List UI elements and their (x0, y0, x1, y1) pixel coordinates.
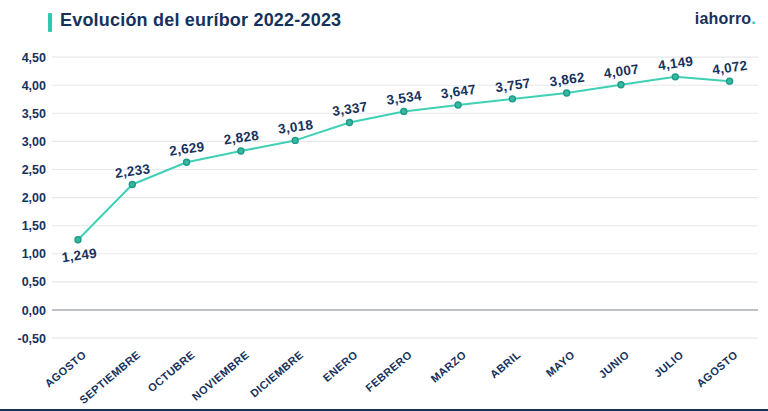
data-point-label: 2,828 (223, 128, 260, 148)
data-point-label: 3,534 (386, 88, 423, 108)
x-tick-label: FEBRERO (363, 348, 414, 394)
x-tick-label: DICIEMBRE (248, 348, 306, 399)
x-tick-label: MARZO (428, 348, 468, 384)
y-tick-label: 0,50 (22, 275, 46, 289)
chart-canvas: 4,50 4,00 3,50 3,00 2,50 2,00 1,50 1,00 0,50 0,00… (0, 0, 768, 411)
euribor-line-chart: 4,50 4,00 3,50 3,00 2,50 2,00 1,50 1,00 0,50 0,00… (0, 0, 768, 411)
page-title: Evolución del euríbor 2022-2023 (60, 10, 341, 31)
data-point-marker (401, 108, 407, 114)
x-tick-label: MAYO (544, 348, 577, 379)
data-point-marker (347, 119, 353, 125)
data-point-marker (292, 137, 298, 143)
y-tick-label: -0,50 (18, 332, 47, 346)
data-point-label: 3,018 (277, 117, 314, 137)
y-tick-label: 2,00 (22, 191, 46, 205)
data-point-marker (618, 82, 624, 88)
y-tick-label: 4,50 (22, 51, 46, 65)
data-point-label: 3,757 (494, 76, 531, 96)
x-tick-label: JULIO (652, 348, 686, 379)
data-point-marker (564, 90, 570, 96)
logo-dot: . (751, 10, 756, 27)
data-point-label: 4,072 (711, 58, 748, 78)
iahorro-logo: iahorro. (695, 10, 756, 28)
title-accent-bar (48, 13, 52, 32)
x-tick-label: AGOSTO (694, 348, 740, 389)
data-point-marker (184, 159, 190, 165)
y-tick-label: 3,50 (22, 107, 46, 121)
logo-text: iahorro (695, 10, 752, 27)
chart-header: Evolución del euríbor 2022-2023 iahorro. (0, 0, 768, 40)
data-point-label: 4,007 (603, 61, 640, 81)
x-tick-label: NOVIEMBRE (190, 348, 252, 402)
data-point-marker (129, 182, 135, 188)
data-point-label: 4,149 (657, 53, 694, 73)
data-point-marker (238, 148, 244, 154)
data-point-label: 3,337 (331, 99, 368, 119)
data-point-marker (455, 102, 461, 108)
data-point-marker (509, 96, 515, 102)
y-tick-label: 3,00 (22, 135, 46, 149)
y-tick-label: 4,00 (22, 79, 46, 93)
data-point-marker (672, 74, 678, 80)
x-tick-label: JUNIO (596, 348, 631, 380)
x-tick-label: AGOSTO (42, 348, 88, 389)
data-point-marker (75, 237, 81, 243)
y-tick-label: 0,00 (22, 304, 46, 318)
y-tick-label: 1,00 (22, 247, 46, 261)
data-point-label: 3,862 (549, 70, 586, 90)
x-tick-label: OCTUBRE (145, 348, 197, 394)
y-tick-label: 2,50 (22, 163, 46, 177)
x-tick-label: ABRIL (488, 348, 523, 380)
data-point-marker (727, 78, 733, 84)
y-tick-label: 1,50 (22, 219, 46, 233)
x-tick-label: ENERO (321, 348, 360, 384)
data-point-label: 1,249 (61, 245, 98, 265)
